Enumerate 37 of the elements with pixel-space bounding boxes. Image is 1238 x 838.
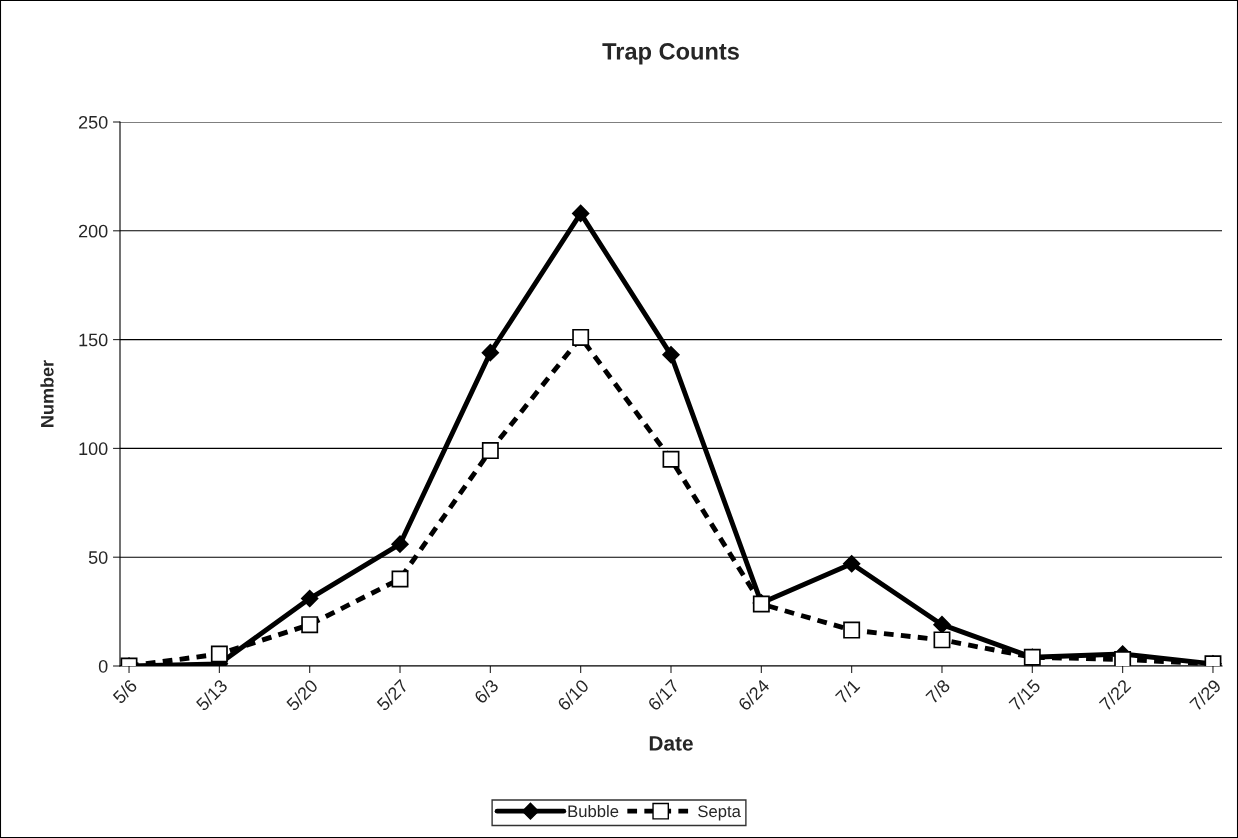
x-tick-label: 5/13	[195, 678, 229, 712]
point	[572, 328, 590, 346]
legend-label: Bubble	[568, 804, 619, 818]
chart-title: Trap Counts	[602, 43, 739, 65]
x-tick-label: 6/3	[473, 678, 500, 705]
x-tick-label: 5/6	[111, 678, 138, 705]
point	[933, 615, 951, 634]
y-tick-label: 100	[79, 442, 108, 456]
point	[481, 343, 500, 362]
point	[662, 450, 680, 468]
legend-label: Septa	[698, 805, 741, 821]
x-tick-label: 7/29	[1188, 678, 1222, 712]
point	[391, 570, 409, 588]
point	[391, 535, 409, 553]
y-tick-label: 0	[98, 659, 108, 673]
x-tick-label: 7/1	[834, 678, 861, 705]
point	[301, 616, 319, 634]
x-axis-title: Date	[649, 736, 693, 751]
point	[481, 442, 499, 460]
point	[210, 645, 228, 663]
point	[300, 589, 319, 608]
y-axis-title: Number	[40, 360, 54, 427]
x-tick-label: 6/10	[556, 678, 590, 712]
x-tick-label: 6/24	[737, 678, 771, 712]
point	[842, 555, 861, 573]
x-tick-label: 7/22	[1098, 678, 1132, 712]
point	[933, 631, 951, 649]
point	[662, 346, 680, 364]
point	[1114, 650, 1132, 666]
x-tick-label: 7/8	[924, 678, 951, 705]
point	[843, 621, 861, 639]
y-tick-label: 250	[78, 115, 108, 129]
y-tick-label: 50	[88, 551, 108, 564]
y-tick-label: 200	[78, 224, 108, 238]
y-tick-label: 150	[79, 333, 108, 347]
point	[571, 204, 590, 223]
x-tick-label: 5/20	[285, 678, 319, 712]
